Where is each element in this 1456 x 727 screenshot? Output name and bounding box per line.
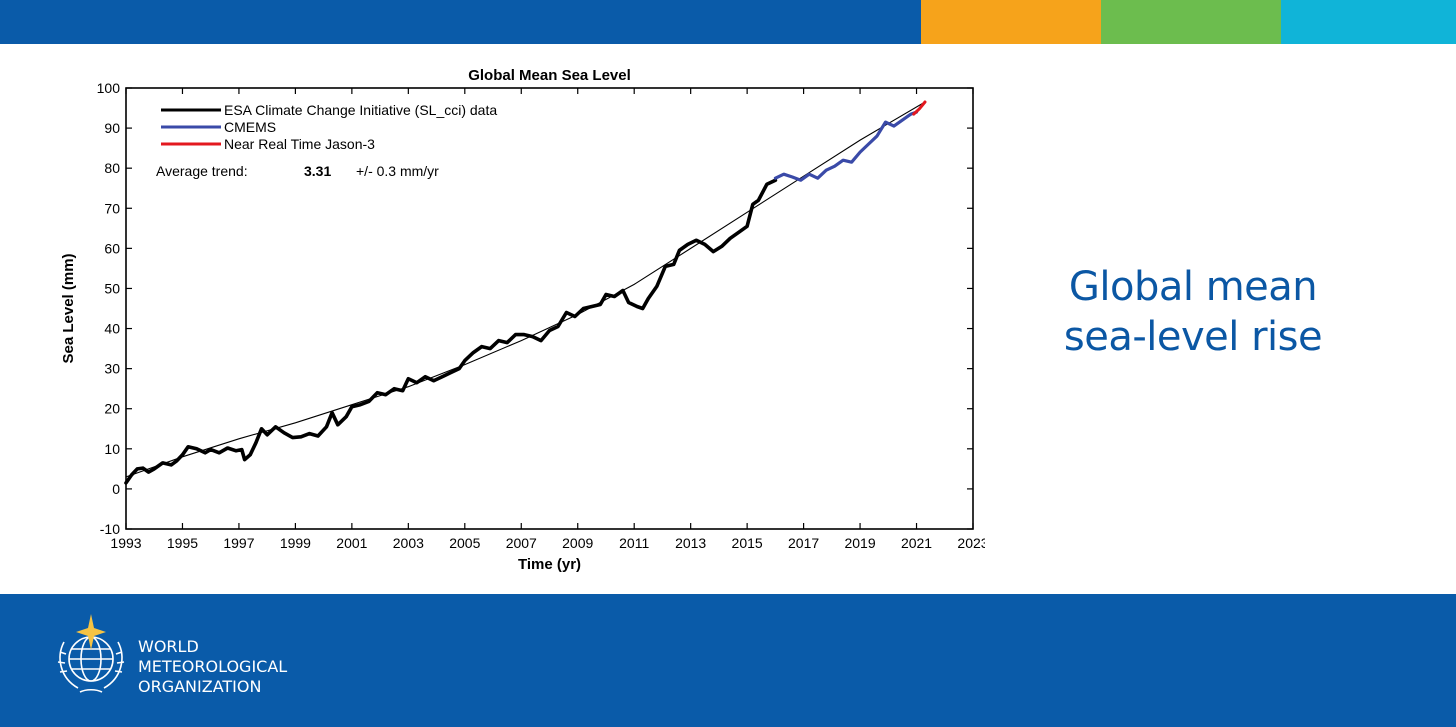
y-tick-label: 100 bbox=[97, 80, 121, 96]
slide-headline: Global mean sea-level rise bbox=[1028, 262, 1358, 362]
x-tick-label: 2009 bbox=[562, 535, 593, 551]
trend-line bbox=[125, 101, 926, 478]
series-line-2 bbox=[773, 110, 919, 182]
x-tick-label: 2011 bbox=[619, 535, 649, 551]
legend-label-3: Near Real Time Jason-3 bbox=[224, 136, 375, 152]
org-line-2: METEOROLOGICAL bbox=[138, 657, 288, 676]
y-tick-label: 50 bbox=[104, 280, 120, 296]
organization-name: WORLD METEOROLOGICAL ORGANIZATION bbox=[138, 637, 287, 697]
y-tick-label: 10 bbox=[104, 441, 120, 457]
trend-annotation-unit: +/- 0.3 mm/yr bbox=[356, 163, 439, 179]
wmo-emblem-icon bbox=[57, 614, 125, 693]
y-tick-label: 30 bbox=[104, 361, 120, 377]
org-line-1: WORLD bbox=[138, 637, 199, 656]
x-tick-label: 1997 bbox=[223, 535, 254, 551]
x-tick-label: 1995 bbox=[167, 535, 198, 551]
y-tick-label: 90 bbox=[104, 120, 120, 136]
org-line-3: ORGANIZATION bbox=[138, 677, 262, 696]
x-tick-label: 2007 bbox=[506, 535, 537, 551]
x-axis-label: Time (yr) bbox=[518, 556, 581, 573]
x-tick-label: 1999 bbox=[280, 535, 311, 551]
y-tick-label: 0 bbox=[112, 481, 120, 497]
x-tick-label: 2003 bbox=[393, 535, 424, 551]
series-line-1 bbox=[124, 178, 778, 485]
y-tick-label: 40 bbox=[104, 321, 120, 337]
top-bar-cyan bbox=[1281, 0, 1456, 44]
x-tick-label: 2005 bbox=[449, 535, 480, 551]
x-tick-label: 2023 bbox=[957, 535, 985, 551]
y-axis-label: Sea Level (mm) bbox=[60, 253, 77, 363]
x-tick-label: 2019 bbox=[844, 535, 875, 551]
x-tick-label: 2013 bbox=[675, 535, 706, 551]
chart-title: Global Mean Sea Level bbox=[468, 67, 631, 84]
y-tick-label: 80 bbox=[104, 160, 120, 176]
x-tick-label: 2001 bbox=[336, 535, 367, 551]
top-bar-orange bbox=[921, 0, 1101, 44]
plot-frame bbox=[125, 87, 974, 530]
top-bar-blue bbox=[0, 0, 921, 44]
trend-annotation-value: 3.31 bbox=[304, 163, 331, 179]
x-tick-label: 2015 bbox=[732, 535, 763, 551]
x-tick-label: 2021 bbox=[901, 535, 932, 551]
x-tick-label: 1993 bbox=[110, 535, 141, 551]
x-tick-label: 2017 bbox=[788, 535, 819, 551]
legend-label-1: ESA Climate Change Initiative (SL_cci) d… bbox=[224, 102, 497, 118]
headline-line-2: sea-level rise bbox=[1063, 314, 1323, 360]
bottom-bar bbox=[0, 594, 1456, 727]
y-tick-label: 20 bbox=[104, 401, 120, 417]
y-tick-label: 70 bbox=[104, 200, 120, 216]
trend-annotation-label: Average trend: bbox=[156, 163, 248, 179]
y-tick-label: 60 bbox=[104, 240, 120, 256]
top-color-bar bbox=[0, 0, 1456, 44]
series-line-3 bbox=[912, 100, 927, 116]
legend-label-2: CMEMS bbox=[224, 119, 276, 135]
headline-line-1: Global mean bbox=[1068, 264, 1318, 310]
y-tick-label: -10 bbox=[100, 521, 120, 537]
top-bar-green bbox=[1101, 0, 1281, 44]
